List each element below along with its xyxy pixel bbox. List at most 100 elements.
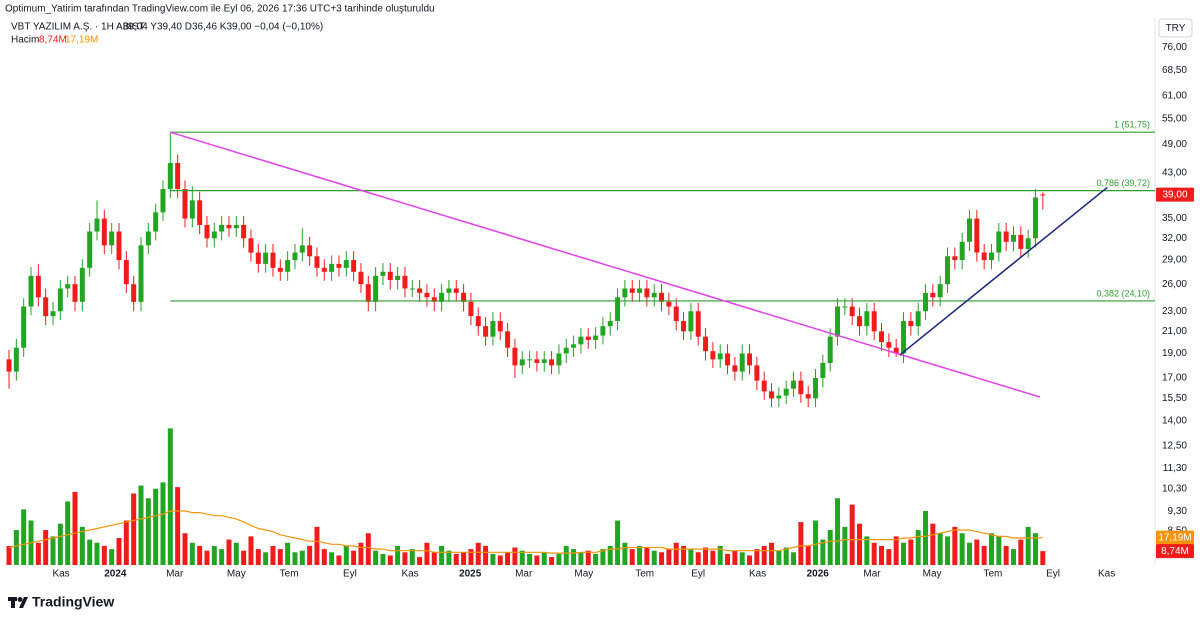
- volume-bar: [857, 523, 863, 565]
- volume-bar: [864, 536, 870, 565]
- volume-bar: [952, 526, 958, 565]
- volume-bar: [424, 542, 430, 565]
- candle-body: [182, 189, 188, 219]
- candle-body: [842, 306, 848, 308]
- volume-bar: [446, 550, 452, 565]
- candle-body: [211, 231, 217, 239]
- volume-bar: [248, 536, 254, 565]
- candle-body: [571, 344, 577, 348]
- currency[interactable]: TRY: [1166, 23, 1186, 34]
- y-tick-label: 26,00: [1162, 279, 1187, 290]
- candle-body: [277, 267, 283, 272]
- candle-body: [387, 271, 393, 280]
- volume-bar: [637, 545, 643, 565]
- candle-body: [285, 260, 291, 272]
- candle-body: [263, 252, 269, 264]
- volume-bar: [849, 504, 855, 565]
- volume-bar: [211, 545, 217, 565]
- volume-bar: [292, 552, 298, 565]
- volume-ma-tag-bg: [1156, 530, 1194, 545]
- volume-bar: [813, 520, 819, 565]
- candle-body: [21, 306, 27, 348]
- volume-bar: [380, 553, 386, 565]
- x-tick-label: Tem: [984, 569, 1003, 580]
- volume-bar: [930, 523, 936, 565]
- candle-body: [519, 359, 525, 366]
- volume-bar: [395, 545, 401, 565]
- fib-level-label: 0,786 (39,72): [1096, 178, 1150, 188]
- volume-bar: [175, 487, 181, 565]
- volume-bar: [776, 550, 782, 565]
- candle-body: [175, 163, 181, 190]
- volume-bar: [373, 550, 379, 565]
- candle-body: [307, 245, 313, 257]
- candle-body: [321, 267, 327, 272]
- volume-bar: [270, 545, 276, 565]
- volume-bar: [329, 552, 335, 565]
- volume-bar: [519, 550, 525, 565]
- volume-bar: [908, 539, 914, 565]
- volume-bar: [563, 545, 569, 565]
- candle-body: [739, 353, 745, 372]
- volume-bar: [101, 545, 107, 565]
- volume-bar: [461, 552, 467, 565]
- volume-bar: [915, 530, 921, 565]
- candle-body: [131, 284, 137, 302]
- volume-bar: [453, 553, 459, 565]
- volume-bar: [72, 491, 78, 565]
- volume-bar: [710, 550, 716, 565]
- volume-bar: [94, 542, 100, 565]
- candle-body: [197, 200, 203, 225]
- volume-bar: [703, 547, 709, 565]
- currency-box[interactable]: [1158, 18, 1193, 38]
- candle-body: [43, 297, 49, 317]
- volume-bar: [43, 530, 49, 565]
- candle-body: [849, 306, 855, 317]
- volume-bar: [417, 557, 423, 565]
- candle-body: [659, 292, 665, 302]
- candle-body: [468, 301, 474, 317]
- candle-body: [116, 231, 122, 261]
- candle-body: [988, 252, 994, 261]
- volume-bar: [842, 526, 848, 565]
- y-tick-label: 61,00: [1162, 90, 1187, 101]
- volume-bar: [505, 552, 511, 565]
- candle-body: [923, 292, 929, 312]
- volume-bar: [666, 549, 672, 565]
- volume-bar: [783, 547, 789, 565]
- candle-body: [395, 275, 401, 280]
- volume-bar: [1010, 549, 1016, 565]
- volume-bar: [996, 536, 1002, 565]
- candle-body: [622, 288, 628, 298]
- candle-body: [329, 263, 335, 272]
- candle-body: [974, 218, 980, 253]
- x-tick-label: Kas: [1098, 569, 1115, 580]
- candle-body: [167, 163, 173, 190]
- candle-body: [6, 359, 12, 372]
- volume-bar: [512, 547, 518, 565]
- y-tick-label: 11,30: [1163, 463, 1188, 474]
- x-tick-label: 2025: [459, 569, 482, 580]
- y-tick-label: 12,50: [1162, 441, 1187, 452]
- candle-body: [431, 297, 437, 302]
- candle-body: [959, 241, 965, 261]
- volume-bar: [255, 549, 261, 565]
- volume-bar: [629, 549, 635, 565]
- volume-bar: [263, 552, 269, 565]
- candle-body: [776, 395, 782, 399]
- volume-bar: [827, 530, 833, 565]
- logo-icon: [8, 597, 28, 608]
- volume-ma-value: 17,19M: [65, 35, 98, 46]
- volume-bar: [365, 533, 371, 565]
- attribution: Optimum_Yatirim tarafından TradingView.c…: [5, 4, 435, 15]
- candle-body: [204, 224, 210, 239]
- volume-bar: [534, 555, 540, 565]
- candle-body: [373, 275, 379, 302]
- candle-body: [937, 284, 943, 298]
- candle-body: [13, 347, 19, 372]
- volume-bar: [307, 545, 313, 565]
- volume-bar: [901, 542, 907, 565]
- candle-body: [101, 218, 107, 246]
- volume-bar: [204, 550, 210, 565]
